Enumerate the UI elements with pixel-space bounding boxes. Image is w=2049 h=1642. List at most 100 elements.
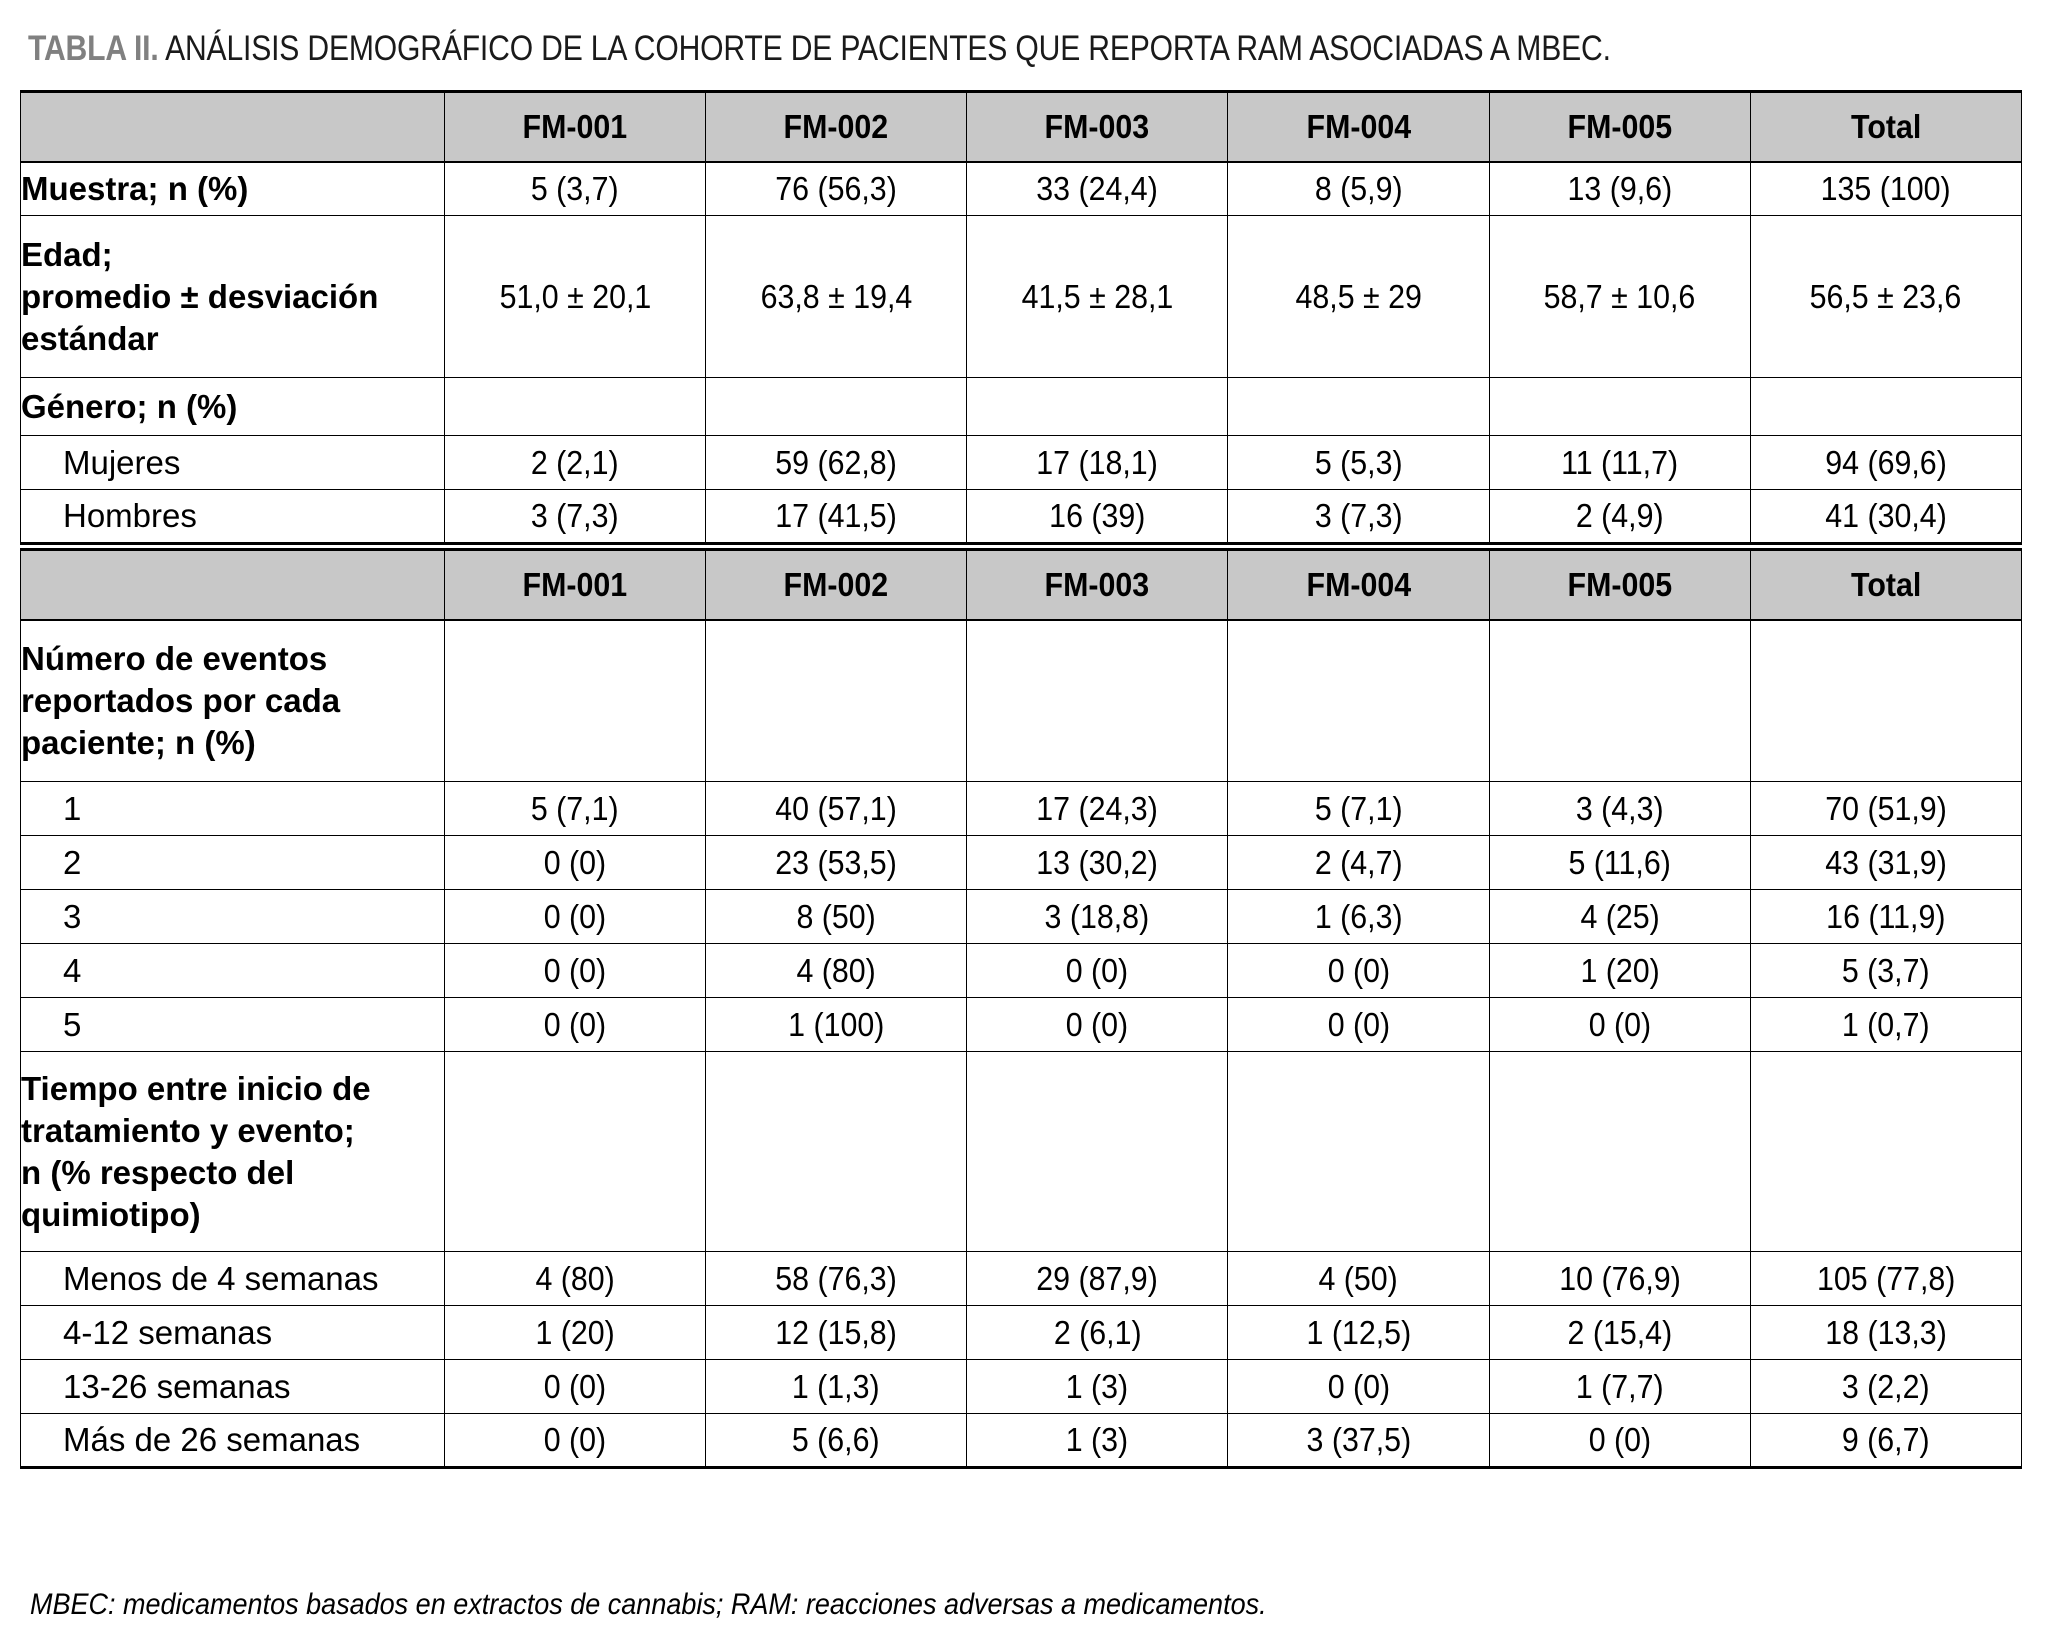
header-label: FM-002 bbox=[783, 565, 889, 603]
cell-fm-003: 0 (0) bbox=[966, 997, 1229, 1052]
cell-value: 58,7 ± 10,6 bbox=[1543, 277, 1696, 315]
header-cell-fm-001: FM-001 bbox=[443, 548, 707, 621]
table-row: 4-12 semanas 1 (20) 12 (15,8) 2 (6,1) 1 (12,… bbox=[20, 1305, 2023, 1360]
row-label: Hombres bbox=[20, 489, 445, 545]
cell-value: 5 (3,7) bbox=[1841, 951, 1930, 989]
cell-value: 135 (100) bbox=[1820, 169, 1951, 207]
cell-value: 40 (57,1) bbox=[775, 789, 897, 827]
row-label: 2 bbox=[20, 835, 445, 890]
cell-fm-001 bbox=[443, 619, 707, 782]
row-label: 4-12 semanas bbox=[20, 1305, 445, 1360]
cell-value: 70 (51,9) bbox=[1825, 789, 1947, 827]
cell-fm-002: 1 (100) bbox=[705, 997, 968, 1052]
cell-fm-004: 0 (0) bbox=[1227, 997, 1490, 1052]
cell-fm-005: 58,7 ± 10,6 bbox=[1488, 215, 1751, 378]
cell-value: 1 (100) bbox=[788, 1005, 885, 1043]
cell-value: 0 (0) bbox=[1327, 951, 1390, 989]
cell-fm-005: 2 (15,4) bbox=[1488, 1305, 1751, 1360]
cell-total: 18 (13,3) bbox=[1749, 1305, 2023, 1360]
table-row: Hombres 3 (7,3) 17 (41,5) 16 (39) 3 (7,3) 2 (… bbox=[20, 489, 2023, 545]
table-footnote: MBEC: medicamentos basados en extractos … bbox=[30, 1588, 1267, 1621]
header-label: FM-004 bbox=[1306, 107, 1411, 145]
cell-fm-001: 0 (0) bbox=[443, 997, 707, 1052]
cell-total: 1 (0,7) bbox=[1749, 997, 2023, 1052]
cell-total: 56,5 ± 23,6 bbox=[1749, 215, 2023, 378]
cell-value: 4 (25) bbox=[1579, 897, 1660, 935]
cell-fm-003: 1 (3) bbox=[966, 1359, 1229, 1414]
table-row: Edad; promedio ± desviación estándar 51,0 ±… bbox=[20, 215, 2023, 378]
table-row: Menos de 4 semanas 4 (80) 58 (76,3) 29 (87,… bbox=[20, 1251, 2023, 1306]
cell-fm-005 bbox=[1488, 619, 1751, 782]
cell-fm-002: 63,8 ± 19,4 bbox=[705, 215, 968, 378]
header-cell-blank bbox=[20, 90, 445, 163]
table-row: 2 0 (0) 23 (53,5) 13 (30,2) 2 (4,7) 5 (11,6) 4… bbox=[20, 835, 2023, 890]
cell-value: 5 (11,6) bbox=[1568, 843, 1671, 881]
cell-fm-001: 0 (0) bbox=[443, 1413, 707, 1469]
cell-value: 13 (9,6) bbox=[1567, 169, 1672, 207]
table-row: Tiempo entre inicio de tratamiento y even… bbox=[20, 1051, 2023, 1252]
demographic-table-wrapper: FM-001 FM-002 FM-003 FM-004 FM-005 Total Muest… bbox=[20, 90, 2023, 1469]
header-cell-blank bbox=[20, 548, 445, 621]
cell-fm-005: 3 (4,3) bbox=[1488, 781, 1751, 836]
cell-fm-004: 3 (7,3) bbox=[1227, 489, 1490, 545]
cell-fm-004: 1 (12,5) bbox=[1227, 1305, 1490, 1360]
cell-fm-004: 5 (5,3) bbox=[1227, 435, 1490, 490]
cell-fm-003: 0 (0) bbox=[966, 943, 1229, 998]
cell-value: 59 (62,8) bbox=[775, 443, 897, 481]
cell-fm-002 bbox=[705, 619, 968, 782]
cell-fm-001: 51,0 ± 20,1 bbox=[443, 215, 707, 378]
cell-fm-003 bbox=[966, 377, 1229, 436]
cell-fm-002: 4 (80) bbox=[705, 943, 968, 998]
cell-value: 1 (3) bbox=[1066, 1367, 1129, 1405]
cell-value: 5 (7,1) bbox=[531, 789, 619, 827]
cell-fm-001 bbox=[443, 377, 707, 436]
header-cell-fm-005: FM-005 bbox=[1488, 548, 1751, 621]
cell-value: 56,5 ± 23,6 bbox=[1809, 277, 1962, 315]
cell-value: 2 (15,4) bbox=[1567, 1313, 1672, 1351]
cell-total bbox=[1749, 619, 2023, 782]
cell-total: 70 (51,9) bbox=[1749, 781, 2023, 836]
cell-value: 1 (6,3) bbox=[1314, 897, 1403, 935]
cell-value: 0 (0) bbox=[543, 1005, 607, 1043]
row-label: Edad; promedio ± desviación estándar bbox=[20, 215, 445, 378]
header-label: FM-003 bbox=[1044, 565, 1150, 603]
cell-fm-001: 0 (0) bbox=[443, 889, 707, 944]
cell-value: 63,8 ± 19,4 bbox=[760, 277, 912, 315]
cell-fm-005 bbox=[1488, 377, 1751, 436]
cell-value: 1 (0,7) bbox=[1841, 1005, 1930, 1043]
cell-value: 48,5 ± 29 bbox=[1295, 277, 1422, 315]
header-cell-total: Total bbox=[1749, 548, 2023, 621]
cell-value: 3 (7,3) bbox=[531, 497, 619, 534]
row-label: Tiempo entre inicio de tratamiento y even… bbox=[20, 1051, 445, 1252]
cell-fm-001: 5 (3,7) bbox=[443, 161, 707, 216]
header-label: FM-001 bbox=[522, 565, 628, 603]
cell-value: 0 (0) bbox=[543, 843, 607, 881]
cell-fm-001: 0 (0) bbox=[443, 943, 707, 998]
cell-value: 1 (1,3) bbox=[792, 1367, 881, 1405]
cell-fm-002: 40 (57,1) bbox=[705, 781, 968, 836]
cell-total: 43 (31,9) bbox=[1749, 835, 2023, 890]
cell-fm-003: 2 (6,1) bbox=[966, 1305, 1229, 1360]
cell-value: 0 (0) bbox=[1588, 1005, 1651, 1043]
cell-fm-005: 1 (20) bbox=[1488, 943, 1751, 998]
cell-fm-002: 1 (1,3) bbox=[705, 1359, 968, 1414]
cell-value: 1 (20) bbox=[535, 1313, 615, 1351]
cell-value: 0 (0) bbox=[1066, 951, 1129, 989]
table-row: Número de eventos reportados por cada paci… bbox=[20, 619, 2023, 782]
cell-value: 12 (15,8) bbox=[775, 1313, 897, 1351]
cell-fm-001: 4 (80) bbox=[443, 1251, 707, 1306]
cell-value: 8 (5,9) bbox=[1314, 169, 1403, 207]
cell-value: 5 (6,6) bbox=[792, 1421, 881, 1458]
cell-fm-003: 17 (18,1) bbox=[966, 435, 1229, 490]
cell-value: 10 (76,9) bbox=[1558, 1259, 1681, 1297]
header-label: Total bbox=[1850, 565, 1921, 603]
cell-value: 0 (0) bbox=[1588, 1421, 1651, 1458]
cell-fm-002: 17 (41,5) bbox=[705, 489, 968, 545]
cell-value: 0 (0) bbox=[543, 897, 607, 935]
header-cell-fm-002: FM-002 bbox=[705, 90, 968, 163]
cell-fm-001: 2 (2,1) bbox=[443, 435, 707, 490]
cell-fm-004: 3 (37,5) bbox=[1227, 1413, 1490, 1469]
cell-value: 41 (30,4) bbox=[1825, 497, 1947, 534]
cell-fm-004: 0 (0) bbox=[1227, 1359, 1490, 1414]
cell-value: 29 (87,9) bbox=[1036, 1259, 1159, 1297]
